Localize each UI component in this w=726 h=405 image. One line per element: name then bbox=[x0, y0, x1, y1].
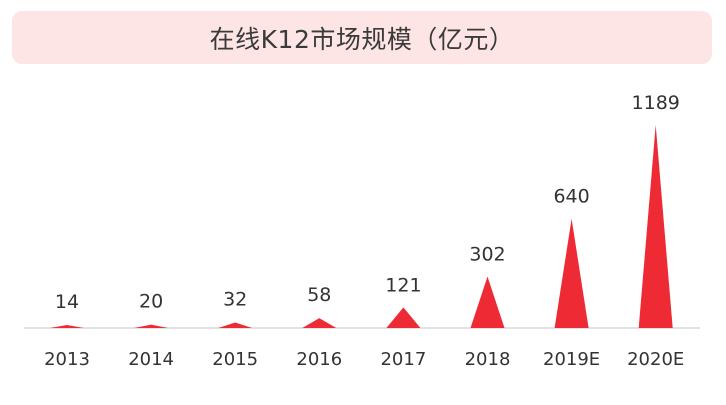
spike-2020E bbox=[638, 125, 673, 328]
data-label-2016: 58 bbox=[307, 284, 331, 306]
x-tick-label-2015: 2015 bbox=[212, 349, 258, 370]
data-label-2013: 14 bbox=[55, 291, 79, 313]
spike-2014 bbox=[134, 324, 169, 328]
spike-2016 bbox=[302, 318, 337, 328]
x-tick-label-2014: 2014 bbox=[128, 349, 174, 370]
chart-marks: 14 2013 20 2014 32 2015 58 2016 121 2017 302 2018 64… bbox=[44, 92, 684, 370]
title-banner: 在线K12市场规模（亿元） bbox=[12, 11, 712, 64]
data-label-2019E: 640 bbox=[553, 186, 589, 208]
x-tick-label-2013: 2013 bbox=[44, 349, 90, 370]
spike-2019E bbox=[554, 218, 589, 328]
x-tick-label-2016: 2016 bbox=[296, 349, 342, 370]
spike-2018 bbox=[470, 276, 505, 328]
data-label-2018: 302 bbox=[469, 243, 505, 265]
data-label-2014: 20 bbox=[139, 291, 163, 313]
spike-2017 bbox=[386, 307, 421, 328]
spike-2015 bbox=[218, 322, 253, 328]
x-tick-label-2020E: 2020E bbox=[627, 349, 684, 370]
spike-2013 bbox=[50, 325, 84, 328]
chart-title: 在线K12市场规模（亿元） bbox=[209, 24, 515, 54]
data-label-2017: 121 bbox=[385, 274, 421, 296]
x-tick-label-2019E: 2019E bbox=[543, 349, 600, 370]
data-label-2015: 32 bbox=[223, 289, 247, 311]
x-tick-label-2018: 2018 bbox=[465, 349, 511, 370]
data-label-2020E: 1189 bbox=[632, 92, 680, 114]
x-tick-label-2017: 2017 bbox=[380, 349, 426, 370]
